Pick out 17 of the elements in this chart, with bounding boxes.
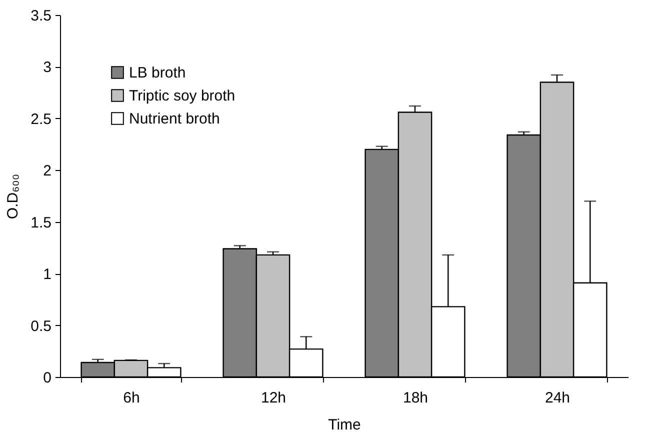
y-tick-label: 3.5 (30, 8, 52, 24)
x-tick-label: 18h (402, 390, 428, 406)
y-tick-label: 2 (43, 162, 52, 180)
legend-label: Nutrient broth (129, 110, 220, 128)
legend-label: LB broth (129, 64, 186, 82)
x-tick-label: 12h (260, 390, 286, 406)
x-tick-label: 6h (123, 390, 140, 406)
y-tick-label: 3 (43, 59, 52, 76)
y-tick-label: 0.5 (30, 318, 52, 335)
y-tick-label: 1 (43, 266, 52, 284)
y-axis-title: O.D₆₀₀ (4, 174, 22, 220)
x-axis-title: Time (328, 416, 361, 434)
x-tick-label: 24h (544, 390, 570, 406)
y-tick-label: 1.5 (30, 214, 52, 232)
y-tick-label: 0 (43, 370, 52, 386)
legend-label: Triptic soy broth (129, 88, 236, 104)
y-tick-label: 2.5 (30, 110, 52, 128)
